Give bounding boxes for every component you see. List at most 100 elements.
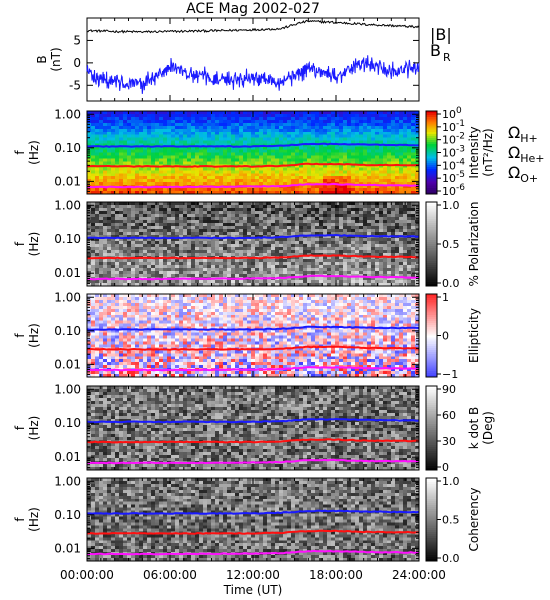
spectrogram-cell [95, 167, 100, 171]
spectrogram-cell [163, 214, 168, 218]
spectrogram-cell [191, 244, 196, 248]
spectrogram-cell [343, 253, 348, 257]
tick-base: 10 [442, 108, 456, 121]
colorbar-cell [426, 260, 437, 264]
spectrogram-cell [347, 250, 352, 254]
spectrogram-cell [335, 226, 340, 230]
spectrogram-cell [223, 220, 228, 224]
spectrogram-cell [227, 111, 232, 115]
spectrogram-cell [207, 280, 212, 284]
spectrogram-cell [127, 205, 132, 209]
spectrogram-cell [191, 119, 196, 124]
spectrogram-cell [271, 137, 276, 141]
spectrogram-cell [163, 253, 168, 257]
spectrogram-cell [171, 122, 176, 127]
spectrogram-cell [303, 211, 308, 215]
spectrogram-cell [331, 223, 336, 227]
spectrogram-cell [299, 262, 304, 266]
spectrogram-cell [363, 131, 368, 136]
spectrogram-cell [107, 253, 112, 257]
spectrogram-cell [227, 113, 232, 118]
spectrogram-cell [231, 214, 236, 218]
spectrogram-cell [235, 152, 240, 156]
spectrogram-cell [95, 359, 100, 363]
spectrogram-cell [279, 223, 284, 227]
spectrogram-cell [131, 131, 136, 136]
spectrogram-cell [155, 116, 160, 121]
spectrogram-cell [335, 247, 340, 251]
spectrogram-cell [187, 250, 192, 254]
spectrogram-cell [383, 280, 388, 284]
spectrogram-cell [287, 155, 292, 159]
spectrogram-cell [179, 217, 184, 221]
spectrogram-cell [387, 268, 392, 272]
y-tick-label: -5 [69, 78, 81, 92]
spectrogram-cell [223, 271, 228, 275]
spectrogram-cell [87, 182, 92, 186]
spectrogram-cell [211, 134, 216, 138]
spectrogram-cell [155, 137, 160, 141]
spectrogram-cell [407, 173, 412, 177]
spectrogram-cell [171, 116, 176, 121]
spectrogram-cell [339, 137, 344, 141]
spectrogram-cell [359, 220, 364, 224]
spectrogram-cell [123, 220, 128, 224]
spectrogram-cell [267, 232, 272, 236]
spectrogram-cell [123, 128, 128, 133]
spectrogram-cell [411, 205, 416, 209]
spectrogram-cell [203, 217, 208, 221]
spectrogram-cell [151, 113, 156, 118]
spectrogram-cell [91, 259, 96, 263]
spectrogram-cell [383, 220, 388, 224]
spectrogram-cell [327, 185, 332, 189]
spectrogram-cell [223, 188, 228, 192]
spectrogram-cell [323, 125, 328, 130]
spectrogram-cell [87, 116, 92, 121]
spectrogram-cell [383, 125, 388, 130]
spectrogram-cell [163, 131, 168, 136]
spectrogram-cell [119, 125, 124, 130]
spectrogram-cell [231, 140, 236, 144]
spectrogram-cell [375, 229, 380, 233]
spectrogram-cell [303, 173, 308, 177]
spectrogram-cell [199, 116, 204, 121]
spectrogram-cell [387, 217, 392, 221]
spectrogram-cell [159, 262, 164, 266]
spectrogram-cell [239, 140, 244, 144]
spectrogram-cell [167, 247, 172, 251]
spectrogram-cell [331, 116, 336, 121]
spectrogram-cell [307, 223, 312, 227]
spectrogram-cell [199, 244, 204, 248]
spectrogram-cell [399, 140, 404, 144]
spectrogram-cell [211, 202, 216, 206]
spectrogram-cell [203, 137, 208, 141]
spectrogram-cell [219, 253, 224, 257]
spectrogram-cell [243, 113, 248, 118]
spectrogram-cell [291, 262, 296, 266]
spectrogram-cell [91, 247, 96, 251]
spectrogram-cell [115, 125, 120, 130]
spectrogram-cell [295, 247, 300, 251]
spectrogram-cell [359, 170, 364, 174]
spectrogram-cell [147, 220, 152, 224]
spectrogram-cell [87, 320, 92, 324]
spectrogram-cell [263, 271, 268, 275]
spectrogram-cell [103, 283, 108, 287]
spectrogram-cell [111, 283, 116, 287]
spectrogram-cell [335, 125, 340, 130]
spectrogram-cell [367, 211, 372, 215]
spectrogram-cell [331, 158, 336, 162]
spectrogram-cell [87, 155, 92, 159]
spectrogram-cell [91, 149, 96, 153]
spectrogram-cell [195, 146, 200, 150]
spectrogram-cell [283, 280, 288, 284]
colorbar-cell [426, 187, 437, 191]
spectrogram-cell [411, 283, 416, 287]
spectrogram-cell [263, 167, 268, 171]
spectrogram-cell [131, 155, 136, 159]
spectrogram-cell [99, 128, 104, 133]
spectrogram-cell [327, 256, 332, 260]
spectrogram-cell [355, 131, 360, 136]
spectrogram-cell [391, 152, 396, 156]
spectrogram-cell [275, 161, 280, 165]
